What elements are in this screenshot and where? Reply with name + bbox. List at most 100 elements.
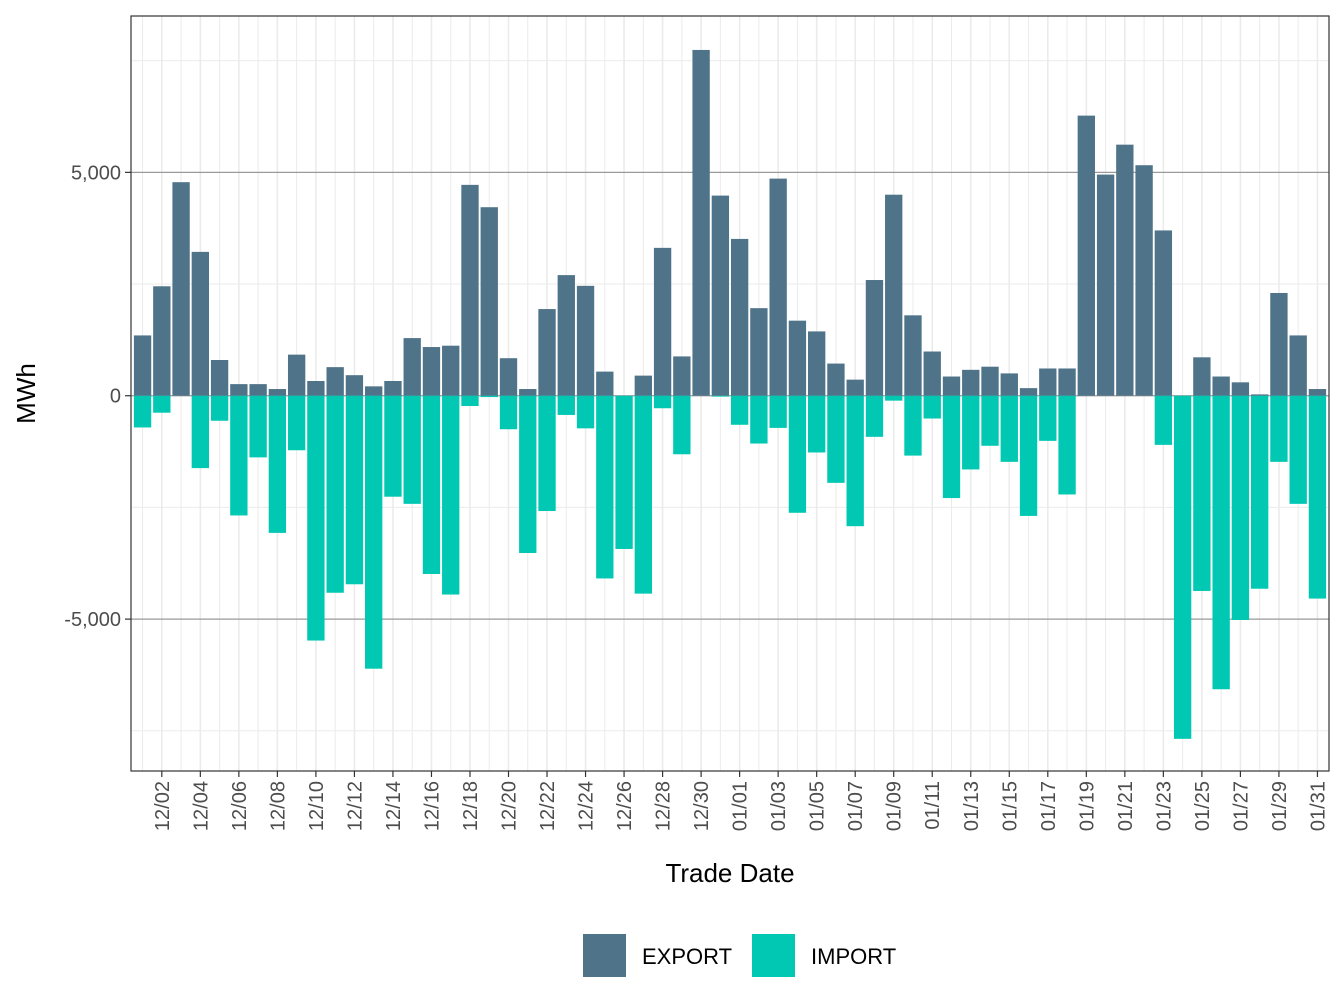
bar-export	[634, 375, 652, 396]
bar-import	[750, 395, 768, 444]
bar-import	[1039, 395, 1057, 441]
bar-export	[711, 195, 730, 396]
bar-import	[210, 395, 229, 421]
bar-export	[596, 371, 614, 396]
bar-export	[538, 309, 556, 396]
bar-import	[249, 395, 267, 458]
legend-label-import: IMPORT	[811, 944, 896, 969]
bar-import	[827, 395, 845, 483]
legend-label-export: EXPORT	[642, 944, 732, 969]
x-tick-label: 01/15	[999, 781, 1021, 831]
bar-export	[461, 184, 479, 396]
y-tick-label: 0	[110, 386, 121, 408]
bars-group	[133, 49, 1327, 739]
bar-export	[1193, 357, 1211, 396]
y-tick-label: 5,000	[71, 162, 121, 184]
x-tick-label: 12/14	[383, 781, 405, 831]
bar-export	[365, 386, 383, 396]
bar-import	[384, 395, 402, 497]
bar-export	[519, 389, 537, 396]
bar-export	[403, 338, 421, 396]
bar-export	[923, 351, 941, 396]
bar-export	[673, 356, 691, 396]
bar-export	[1154, 230, 1173, 396]
bar-import	[615, 395, 633, 549]
bar-export	[846, 379, 864, 396]
bar-import	[596, 395, 614, 579]
bar-export	[1039, 368, 1057, 396]
bar-import	[461, 395, 479, 407]
bar-import	[519, 395, 537, 553]
bar-import	[673, 395, 691, 455]
bar-export	[1135, 165, 1153, 396]
x-tick-label: 12/02	[152, 781, 174, 831]
x-tick-label: 12/26	[614, 781, 636, 831]
x-tick-label: 01/27	[1230, 781, 1252, 831]
bar-export	[384, 380, 402, 396]
x-tick-label: 01/29	[1269, 781, 1291, 831]
bar-export	[442, 345, 460, 396]
bar-import	[634, 395, 652, 594]
bar-import	[1000, 395, 1018, 462]
bar-export	[1270, 292, 1288, 396]
bar-import	[480, 395, 498, 398]
bar-import	[345, 395, 364, 585]
x-tick-label: 01/19	[1076, 781, 1098, 831]
bar-export	[1116, 144, 1134, 396]
x-tick-label: 12/24	[576, 781, 598, 831]
bar-import	[307, 395, 325, 641]
bar-import	[1289, 395, 1307, 504]
bar-export	[499, 358, 518, 396]
bar-import	[403, 395, 421, 504]
x-tick-label: 01/17	[1038, 781, 1060, 831]
bar-export	[1077, 115, 1095, 396]
bar-export	[1000, 373, 1018, 396]
bar-import	[557, 395, 575, 415]
x-tick-label: 12/08	[267, 781, 289, 831]
x-tick-label: 12/06	[229, 781, 251, 831]
bar-export	[865, 280, 884, 396]
legend-key-export	[583, 934, 626, 977]
bar-export	[345, 375, 364, 396]
bar-import	[769, 395, 787, 428]
bar-import	[1058, 395, 1076, 495]
bar-import	[1250, 395, 1269, 589]
bar-import	[923, 395, 941, 419]
y-tick-label: -5,000	[64, 609, 121, 631]
bar-export	[904, 315, 922, 396]
x-tick-label: 01/01	[730, 781, 752, 831]
bar-export	[326, 367, 344, 396]
x-tick-label: 12/10	[306, 781, 328, 831]
x-tick-label: 12/16	[421, 781, 443, 831]
bar-import	[730, 395, 749, 425]
bar-export	[557, 275, 575, 396]
x-tick-label: 01/21	[1115, 781, 1137, 831]
bar-export	[172, 182, 190, 396]
y-axis: -5,000 0 5,000	[64, 162, 131, 631]
bar-import	[711, 395, 730, 397]
x-tick-label: 01/23	[1153, 781, 1175, 831]
bar-import	[538, 395, 556, 511]
bar-export	[981, 366, 999, 396]
bar-export	[1250, 394, 1269, 396]
bar-export	[788, 320, 807, 396]
legend: EXPORT IMPORT	[583, 934, 896, 977]
bar-import	[442, 395, 460, 595]
bar-import	[942, 395, 961, 499]
x-tick-label: 01/07	[845, 781, 867, 831]
bar-export	[1019, 388, 1038, 396]
bar-import	[653, 395, 672, 409]
bar-import	[1193, 395, 1211, 591]
x-tick-label: 12/28	[653, 781, 675, 831]
bar-import	[1212, 395, 1230, 690]
bar-import	[365, 395, 383, 669]
plot-panel-border	[130, 15, 1330, 772]
bar-import	[885, 395, 903, 401]
x-tick-label: 12/12	[344, 781, 366, 831]
bar-export	[942, 376, 961, 396]
bar-export	[653, 247, 672, 396]
bar-export	[885, 194, 903, 396]
bar-import	[499, 395, 518, 430]
bar-import	[133, 395, 152, 428]
